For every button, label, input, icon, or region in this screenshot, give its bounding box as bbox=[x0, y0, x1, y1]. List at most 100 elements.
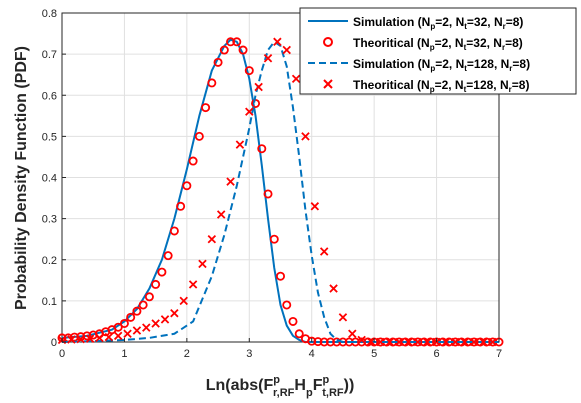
data-point-x bbox=[85, 334, 95, 343]
legend-swatch-theo-32 bbox=[323, 37, 333, 47]
data-point-x bbox=[451, 337, 460, 347]
data-point-circle bbox=[182, 181, 192, 191]
data-point-circle bbox=[244, 66, 254, 76]
data-point-circle bbox=[213, 57, 223, 67]
data-point-x bbox=[188, 280, 198, 289]
data-point-x bbox=[460, 337, 469, 347]
data-point-circle bbox=[151, 279, 161, 289]
legend-swatch-theo-128 bbox=[323, 79, 333, 89]
series-line bbox=[61, 40, 499, 343]
data-point-x bbox=[76, 334, 85, 344]
x-tick-label: 7 bbox=[496, 348, 502, 360]
series-3 bbox=[57, 37, 497, 347]
data-point-x bbox=[366, 337, 376, 346]
y-tick-label: 0.6 bbox=[42, 90, 57, 102]
data-point-circle bbox=[282, 300, 292, 310]
data-point-circle bbox=[338, 337, 348, 347]
data-point-circle bbox=[325, 337, 335, 347]
data-point-circle bbox=[176, 201, 186, 211]
data-point-x bbox=[376, 337, 385, 347]
data-point-circle bbox=[307, 336, 317, 346]
data-point-x bbox=[394, 337, 404, 347]
data-point-x bbox=[113, 331, 123, 341]
data-point-x bbox=[273, 37, 282, 47]
data-point-circle bbox=[319, 337, 329, 347]
x-tick-label: 0 bbox=[59, 348, 65, 360]
legend: Simulation (Np=2, Nt=32, Nr=8) Theoritic… bbox=[299, 7, 577, 95]
x-tick-label: 2 bbox=[184, 348, 190, 360]
data-point-circle bbox=[288, 316, 298, 326]
data-point-x bbox=[291, 74, 301, 84]
y-tick-label: 0.4 bbox=[42, 173, 57, 185]
data-point-x bbox=[123, 329, 132, 339]
data-point-x bbox=[95, 333, 104, 343]
data-point-x bbox=[160, 315, 170, 324]
y-tick-label: 0 bbox=[51, 337, 57, 349]
data-point-circle bbox=[232, 37, 242, 47]
data-point-x bbox=[479, 337, 488, 347]
axis-ticks: 0 1 2 3 4 5 6 7 0 0.1 0.2 0.3 0.4 0.5 0.6 0.7 0.8 bbox=[42, 8, 502, 360]
y-axis-title: Probability Density Function (PDF) bbox=[13, 46, 30, 310]
data-point-x bbox=[142, 323, 151, 332]
y-tick-label: 0.8 bbox=[42, 8, 57, 20]
data-point-x bbox=[357, 335, 366, 345]
data-point-x bbox=[422, 337, 432, 347]
y-tick-label: 0.2 bbox=[42, 255, 57, 267]
data-point-circle bbox=[119, 318, 129, 328]
data-point-x bbox=[310, 202, 320, 211]
data-point-circle bbox=[257, 144, 267, 154]
data-point-x bbox=[207, 234, 217, 244]
y-tick-label: 0.1 bbox=[42, 296, 57, 308]
data-point-circle bbox=[313, 337, 323, 347]
data-point-x bbox=[319, 247, 329, 256]
data-point-x bbox=[245, 107, 254, 116]
legend-box bbox=[299, 7, 577, 95]
x-tick-label: 5 bbox=[371, 348, 377, 360]
data-point-x bbox=[329, 284, 338, 293]
data-point-circle bbox=[226, 37, 236, 47]
data-point-circle bbox=[219, 45, 229, 55]
legend-label-theo-128: Theoritical (Np=2, Nt=128, Nr=8) bbox=[353, 78, 529, 94]
data-point-circle bbox=[113, 322, 123, 332]
data-point-x bbox=[413, 337, 423, 347]
legend-label-sim-32: Simulation (Np=2, Nt=32, Nr=8) bbox=[353, 15, 523, 31]
data-point-x bbox=[216, 210, 226, 219]
y-tick-label: 0.3 bbox=[42, 214, 57, 226]
x-tick-label: 6 bbox=[434, 348, 440, 360]
data-point-x bbox=[235, 140, 245, 149]
data-point-x bbox=[179, 296, 188, 306]
data-point-x bbox=[469, 337, 479, 347]
series-2 bbox=[61, 40, 499, 343]
data-point-circle bbox=[144, 292, 154, 302]
y-tick-label: 0.7 bbox=[42, 49, 57, 61]
data-point-x bbox=[441, 337, 451, 347]
x-tick-label: 4 bbox=[309, 348, 315, 360]
data-point-circle bbox=[275, 271, 285, 281]
data-point-circle bbox=[169, 226, 179, 236]
data-point-circle bbox=[188, 156, 198, 166]
data-point-x bbox=[104, 332, 114, 342]
data-point-x bbox=[404, 337, 413, 347]
data-point-circle bbox=[126, 312, 136, 322]
data-point-circle bbox=[132, 306, 142, 316]
data-point-circle bbox=[238, 45, 248, 55]
data-point-circle bbox=[194, 131, 204, 141]
data-point-x bbox=[348, 329, 357, 339]
data-point-circle bbox=[138, 300, 148, 310]
data-point-x bbox=[170, 308, 179, 318]
x-tick-label: 1 bbox=[121, 348, 127, 360]
y-tick-label: 0.5 bbox=[42, 131, 57, 143]
legend-label-sim-128: Simulation (Np=2, Nt=128, Nr=8) bbox=[353, 57, 530, 73]
data-point-x bbox=[254, 82, 263, 92]
data-point-x bbox=[67, 335, 76, 344]
data-point-x bbox=[488, 337, 497, 347]
data-point-circle bbox=[163, 251, 173, 261]
legend-label-theo-32: Theoritical (Np=2, Nt=32, Nr=8) bbox=[353, 36, 523, 52]
data-point-x bbox=[385, 337, 394, 347]
data-point-circle bbox=[263, 189, 273, 199]
series-layer bbox=[57, 37, 504, 347]
data-point-x bbox=[132, 326, 142, 335]
data-point-circle bbox=[269, 234, 279, 244]
data-point-circle bbox=[207, 78, 217, 88]
